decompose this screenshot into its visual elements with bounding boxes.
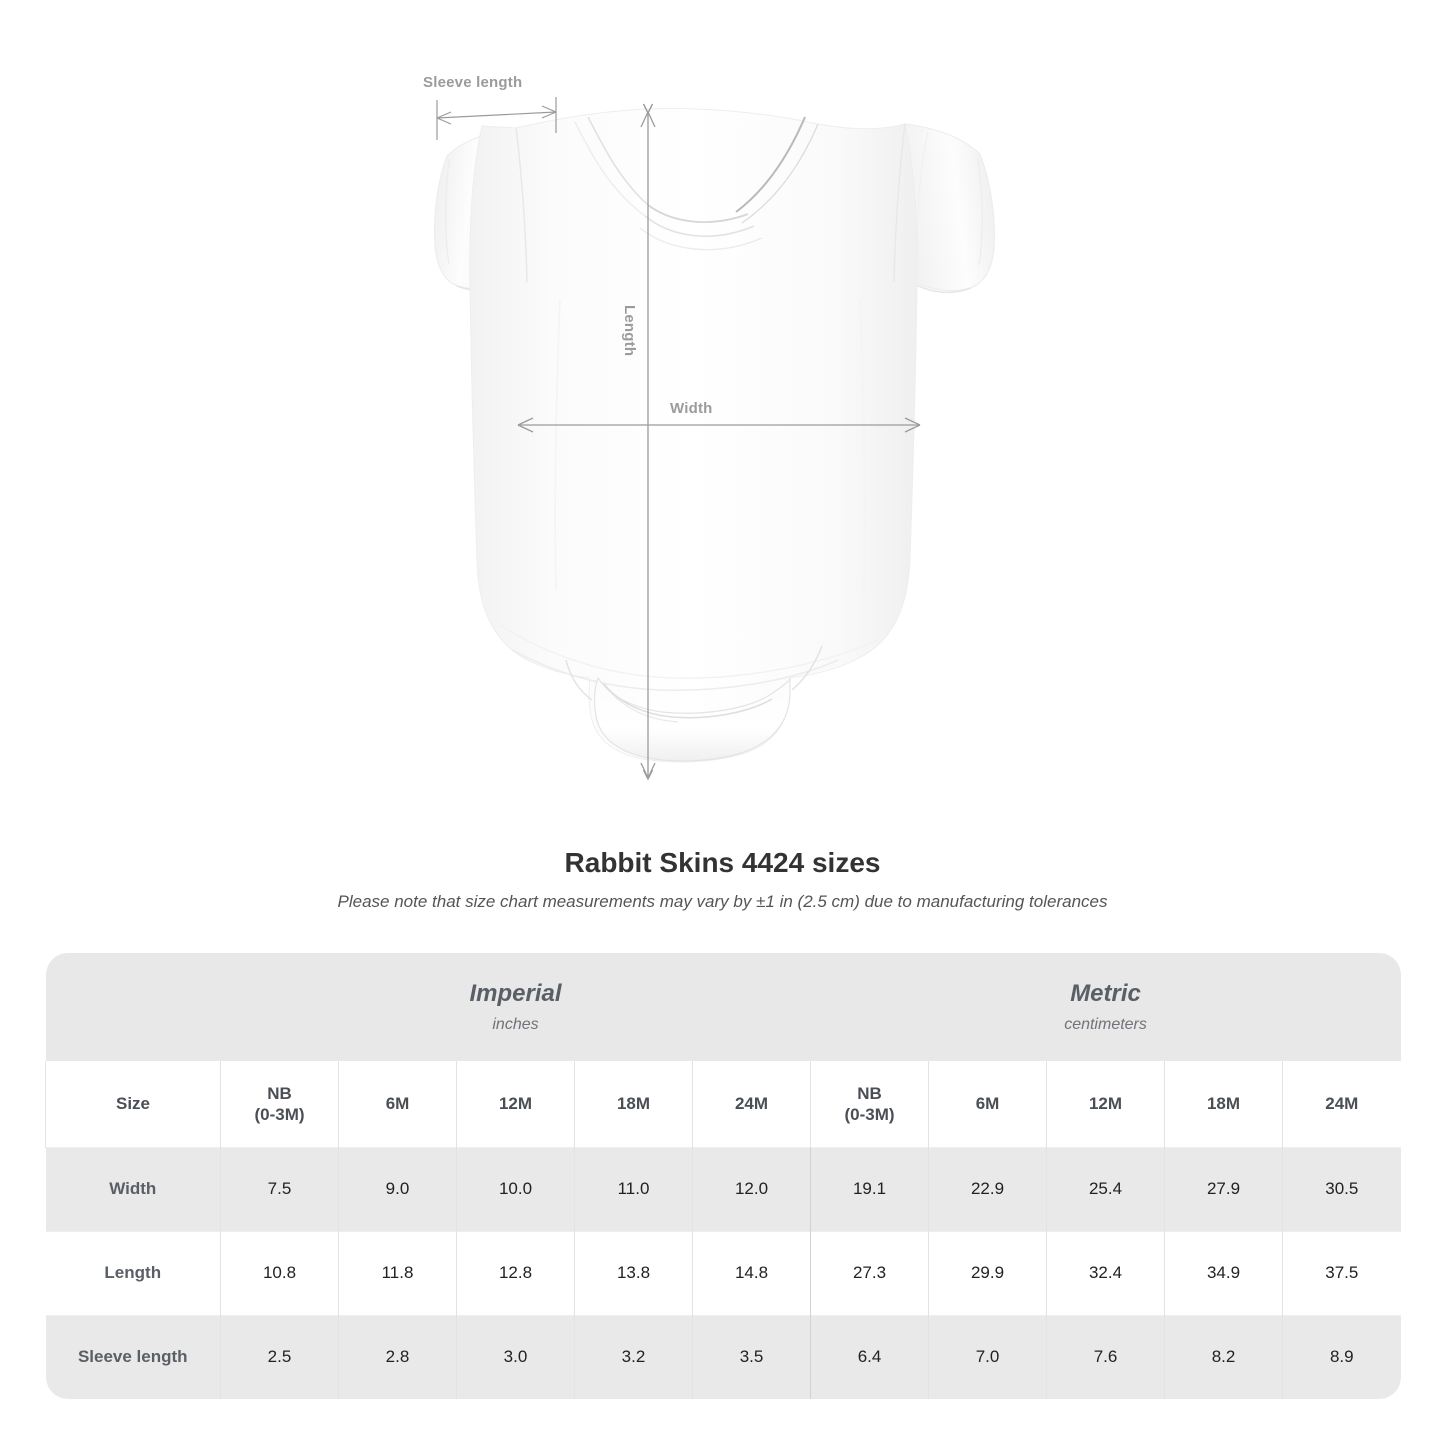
sleeve-length-dimension-line	[436, 97, 557, 140]
cell-length-imperial-nb: 10.8	[220, 1230, 339, 1315]
unit-group-metric-sub: centimeters	[1064, 1015, 1147, 1033]
cell-length-metric-6m: 29.9	[928, 1230, 1047, 1315]
length-dimension-line	[640, 112, 656, 778]
cell-length-imperial-24m: 14.8	[691, 1230, 811, 1315]
size-chart-table: Imperial inches Metric centimeters Size …	[45, 953, 1401, 1399]
cell-length-metric-18m: 34.9	[1164, 1230, 1283, 1315]
table-row: Width 7.5 9.0 10.0 11.0 12.0 19.1 22.9 2…	[45, 1146, 1401, 1231]
column-header-main: 12M	[498, 1094, 533, 1114]
cell-sleeve-imperial-18m: 3.2	[574, 1314, 693, 1399]
column-header-size: Size	[45, 1061, 221, 1147]
title-block: Rabbit Skins 4424 sizes Please note that…	[0, 845, 1445, 912]
column-header-main: 24M	[1325, 1094, 1359, 1114]
table-row: Sleeve length 2.5 2.8 3.0 3.2 3.5 6.4 7.…	[45, 1314, 1401, 1399]
unit-group-imperial-sub: inches	[492, 1015, 539, 1033]
column-header-main: 18M	[616, 1094, 651, 1114]
unit-group-imperial-name: Imperial	[469, 980, 562, 1008]
cell-sleeve-metric-18m: 8.2	[1164, 1314, 1283, 1399]
sleeve-length-label: Sleeve length	[423, 74, 523, 91]
column-header-imperial-12m: 12M	[456, 1061, 575, 1147]
column-header-main: 6M	[385, 1094, 410, 1114]
cell-width-metric-18m: 27.9	[1164, 1146, 1283, 1231]
column-header-metric-nb: NB (0-3M)	[810, 1061, 929, 1147]
unit-group-metric: Metric centimeters	[810, 953, 1401, 1061]
cell-sleeve-imperial-12m: 3.0	[456, 1314, 575, 1399]
cell-sleeve-metric-12m: 7.6	[1046, 1314, 1165, 1399]
cell-sleeve-metric-24m: 8.9	[1282, 1314, 1401, 1399]
width-label: Width	[670, 400, 713, 417]
column-header-imperial-18m: 18M	[574, 1061, 693, 1147]
size-chart-table-wrap: Imperial inches Metric centimeters Size …	[45, 953, 1401, 1399]
cell-length-metric-12m: 32.4	[1046, 1230, 1165, 1315]
unit-group-row: Imperial inches Metric centimeters	[45, 953, 1401, 1061]
garment-illustration: Sleeve length Length Width	[423, 74, 995, 820]
column-header-imperial-nb: NB (0-3M)	[220, 1061, 339, 1147]
column-header-main: 12M	[1088, 1094, 1123, 1114]
column-header-main: 6M	[975, 1094, 1000, 1114]
unit-group-metric-name: Metric	[1070, 980, 1141, 1008]
cell-width-metric-nb: 19.1	[810, 1146, 929, 1231]
column-header-imperial-6m: 6M	[338, 1061, 457, 1147]
bodysuit-diagram-svg	[434, 97, 995, 820]
cell-length-metric-24m: 37.5	[1282, 1230, 1401, 1315]
row-label-sleeve-length: Sleeve length	[45, 1314, 221, 1399]
cell-sleeve-metric-6m: 7.0	[928, 1314, 1047, 1399]
cell-width-imperial-nb: 7.5	[220, 1146, 339, 1231]
cell-width-metric-6m: 22.9	[928, 1146, 1047, 1231]
cell-width-imperial-18m: 11.0	[574, 1146, 693, 1231]
cell-length-metric-nb: 27.3	[810, 1230, 929, 1315]
cell-length-imperial-18m: 13.8	[574, 1230, 693, 1315]
column-header-sub: (0-3M)	[254, 1104, 305, 1124]
cell-sleeve-imperial-24m: 3.5	[691, 1314, 811, 1399]
cell-sleeve-imperial-6m: 2.8	[338, 1314, 457, 1399]
cell-width-metric-12m: 25.4	[1046, 1146, 1165, 1231]
page-title: Rabbit Skins 4424 sizes	[564, 847, 881, 878]
table-row: Length 10.8 11.8 12.8 13.8 14.8 27.3 29.…	[45, 1230, 1401, 1315]
row-label-width: Width	[45, 1146, 221, 1231]
column-header-metric-18m: 18M	[1164, 1061, 1283, 1147]
unit-group-imperial: Imperial inches	[220, 953, 811, 1061]
size-header-row: Size NB (0-3M) 6M 12M 18M 24	[45, 1061, 1401, 1147]
cell-width-imperial-24m: 12.0	[691, 1146, 811, 1231]
unit-group-spacer	[45, 953, 221, 1061]
bodysuit-body	[469, 108, 918, 763]
cell-width-metric-24m: 30.5	[1282, 1146, 1401, 1231]
row-label-length: Length	[45, 1230, 221, 1315]
cell-length-imperial-12m: 12.8	[456, 1230, 575, 1315]
cell-sleeve-metric-nb: 6.4	[810, 1314, 929, 1399]
width-dimension-line	[517, 417, 921, 433]
length-label: Length	[621, 305, 638, 357]
column-header-metric-6m: 6M	[928, 1061, 1047, 1147]
column-header-metric-24m: 24M	[1282, 1061, 1401, 1147]
tolerance-note: Please note that size chart measurements…	[337, 892, 1108, 911]
cell-width-imperial-6m: 9.0	[338, 1146, 457, 1231]
column-header-main: NB	[267, 1083, 292, 1103]
cell-length-imperial-6m: 11.8	[338, 1230, 457, 1315]
column-header-imperial-24m: 24M	[691, 1061, 811, 1147]
column-header-sub: (0-3M)	[844, 1104, 895, 1124]
column-header-main: 18M	[1206, 1094, 1241, 1114]
column-header-metric-12m: 12M	[1046, 1061, 1165, 1147]
cell-width-imperial-12m: 10.0	[456, 1146, 575, 1231]
column-header-main: NB	[857, 1083, 882, 1103]
cell-sleeve-imperial-nb: 2.5	[220, 1314, 339, 1399]
column-header-main: 24M	[734, 1094, 769, 1114]
